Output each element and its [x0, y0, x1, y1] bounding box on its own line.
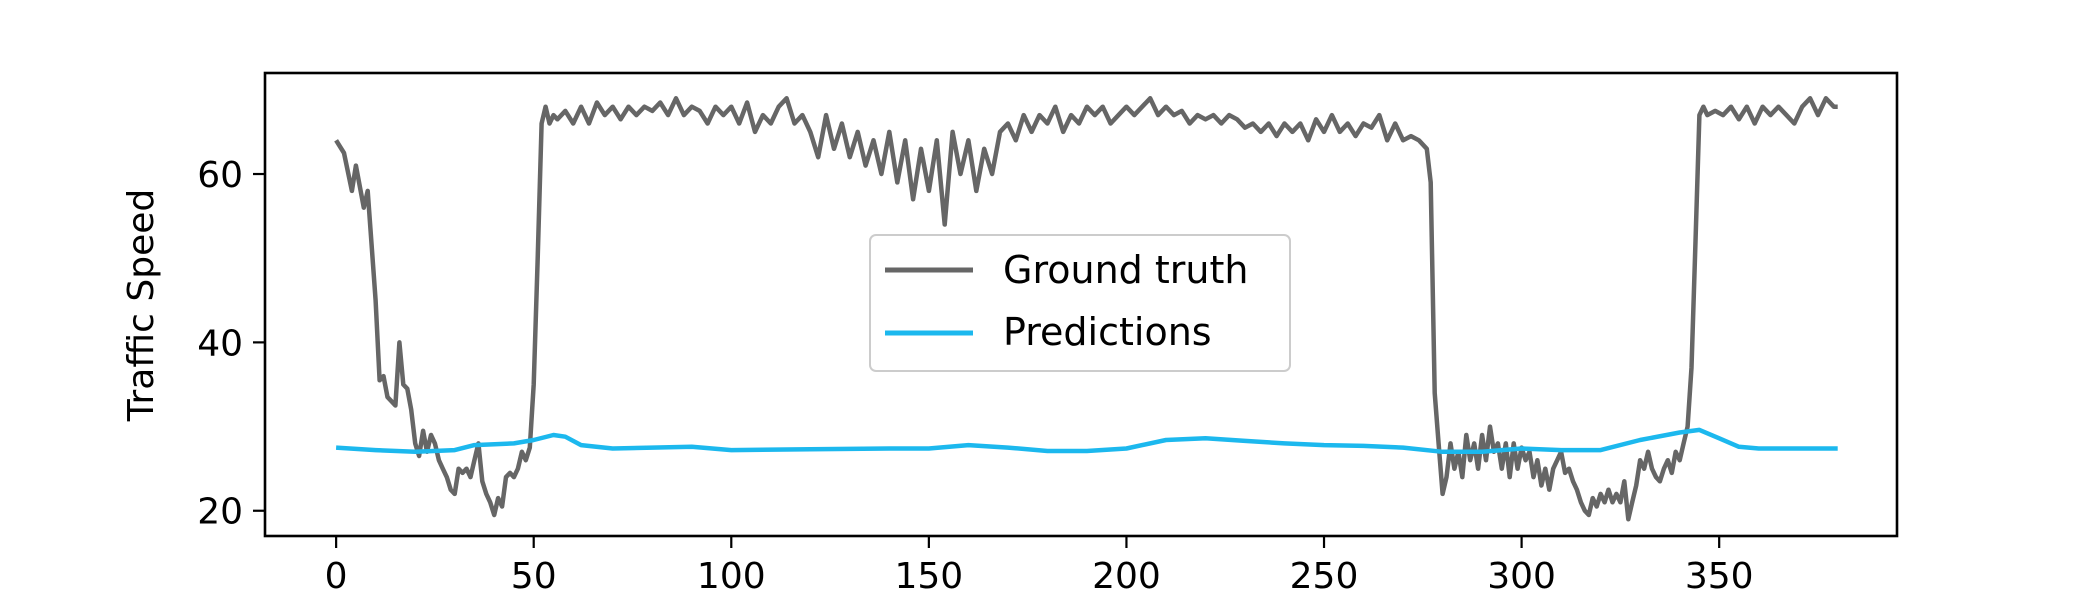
- y-ticks: 20 40 60: [197, 155, 265, 533]
- y-tick-label: 60: [197, 155, 243, 196]
- x-ticks: 0 50 100 150 200 250 300 350: [325, 536, 1754, 597]
- x-tick-label: 350: [1685, 556, 1754, 597]
- series-line-predictions: [335, 427, 1838, 455]
- y-axis-label: Traffic Speed: [121, 189, 162, 422]
- x-tick-label: 50: [511, 556, 557, 597]
- y-tick-label: 20: [197, 492, 243, 533]
- x-tick-label: 100: [697, 556, 766, 597]
- x-tick-label: 250: [1290, 556, 1359, 597]
- x-tick-label: 200: [1092, 556, 1161, 597]
- legend: Ground truth Predictions: [869, 234, 1291, 372]
- series-line-ground-truth: [334, 96, 1838, 522]
- legend-box: [869, 234, 1291, 372]
- legend-label-ground-truth: Ground truth: [1003, 248, 1248, 292]
- x-tick-label: 300: [1487, 556, 1556, 597]
- y-tick-label: 40: [197, 323, 243, 364]
- series-layer: [334, 96, 1838, 522]
- plot-frame: [263, 71, 1899, 538]
- x-tick-label: 150: [895, 556, 964, 597]
- legend-label-predictions: Predictions: [1003, 310, 1212, 354]
- x-tick-label: 0: [325, 556, 348, 597]
